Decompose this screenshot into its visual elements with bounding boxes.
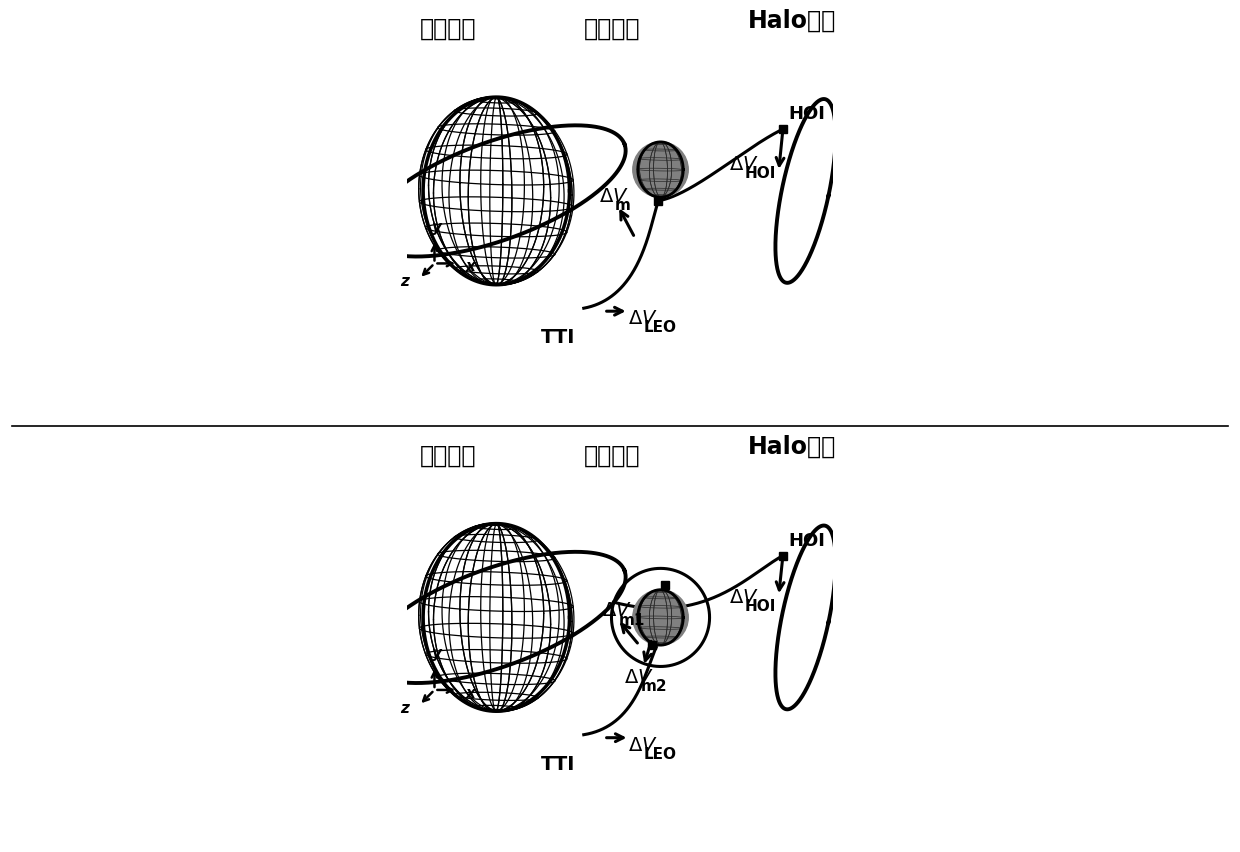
Text: HOI: HOI <box>745 166 776 181</box>
Text: $\Delta V$: $\Delta V$ <box>627 308 657 328</box>
Text: 转移轨道: 转移轨道 <box>584 443 640 467</box>
Text: HOI: HOI <box>789 106 825 124</box>
Text: HOI: HOI <box>745 598 776 613</box>
Text: y: y <box>432 645 441 660</box>
Text: Halo轨道: Halo轨道 <box>748 9 836 32</box>
Circle shape <box>632 590 688 646</box>
Text: $\Delta V$: $\Delta V$ <box>599 187 629 205</box>
Text: 转移轨道: 转移轨道 <box>584 17 640 41</box>
Text: m1: m1 <box>619 612 645 627</box>
Text: x: x <box>465 259 475 273</box>
Text: 停泊轨道: 停泊轨道 <box>419 17 476 41</box>
Circle shape <box>405 527 588 709</box>
Text: $\Delta V$: $\Delta V$ <box>729 154 759 174</box>
Text: x: x <box>465 685 475 699</box>
Circle shape <box>405 101 588 283</box>
Text: LEO: LEO <box>644 746 677 761</box>
Text: z: z <box>399 274 408 289</box>
Text: $\Delta V$: $\Delta V$ <box>624 667 653 686</box>
Text: y: y <box>432 219 441 234</box>
Text: 停泊轨道: 停泊轨道 <box>419 443 476 467</box>
Circle shape <box>632 142 688 199</box>
Text: $\Delta V$: $\Delta V$ <box>729 587 759 606</box>
Text: z: z <box>399 700 408 715</box>
Text: m2: m2 <box>641 678 667 694</box>
Text: HOI: HOI <box>789 532 825 550</box>
Text: m: m <box>615 198 631 213</box>
Text: LEO: LEO <box>644 320 677 335</box>
Text: $\Delta V$: $\Delta V$ <box>603 601 632 619</box>
Text: Halo轨道: Halo轨道 <box>748 435 836 458</box>
Text: $\Delta V$: $\Delta V$ <box>627 734 657 754</box>
Text: TTI: TTI <box>541 754 575 773</box>
Text: TTI: TTI <box>541 328 575 347</box>
